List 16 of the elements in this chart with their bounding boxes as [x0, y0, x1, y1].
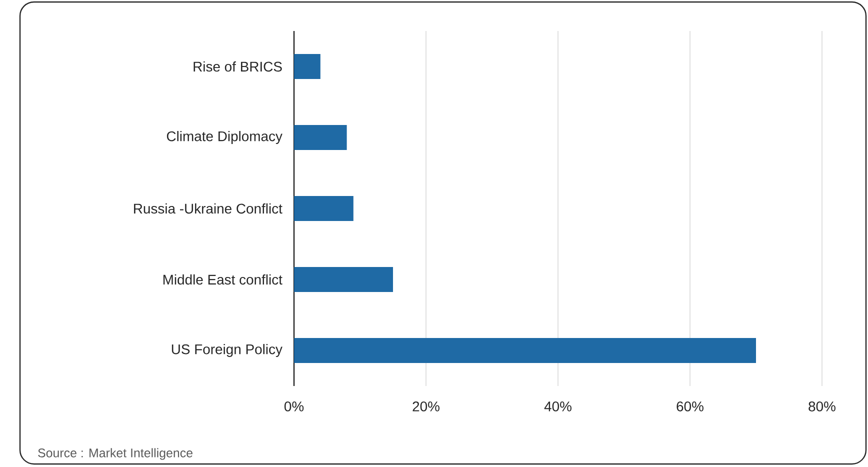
bar	[294, 338, 756, 363]
x-tick-label: 80%	[808, 401, 836, 412]
bar	[294, 124, 347, 150]
bar	[294, 196, 354, 221]
y-tick-label: US Foreign Policy	[172, 344, 282, 357]
y-tick-label: Russia -Ukraine Conflict	[134, 203, 282, 214]
x-tick-label: 60%	[676, 401, 704, 412]
x-tick-label: 0%	[284, 401, 304, 412]
source-note: Source : Market Intelligence	[38, 448, 192, 460]
bar	[294, 54, 320, 79]
bar	[294, 266, 394, 292]
y-tick-label: Middle East conflict	[163, 274, 282, 285]
x-tick-label: 20%	[412, 401, 440, 412]
y-tick-label: Climate Diplomacy	[166, 130, 282, 144]
y-tick-label: Rise of BRICS	[194, 61, 282, 72]
x-tick-label: 40%	[544, 401, 572, 412]
